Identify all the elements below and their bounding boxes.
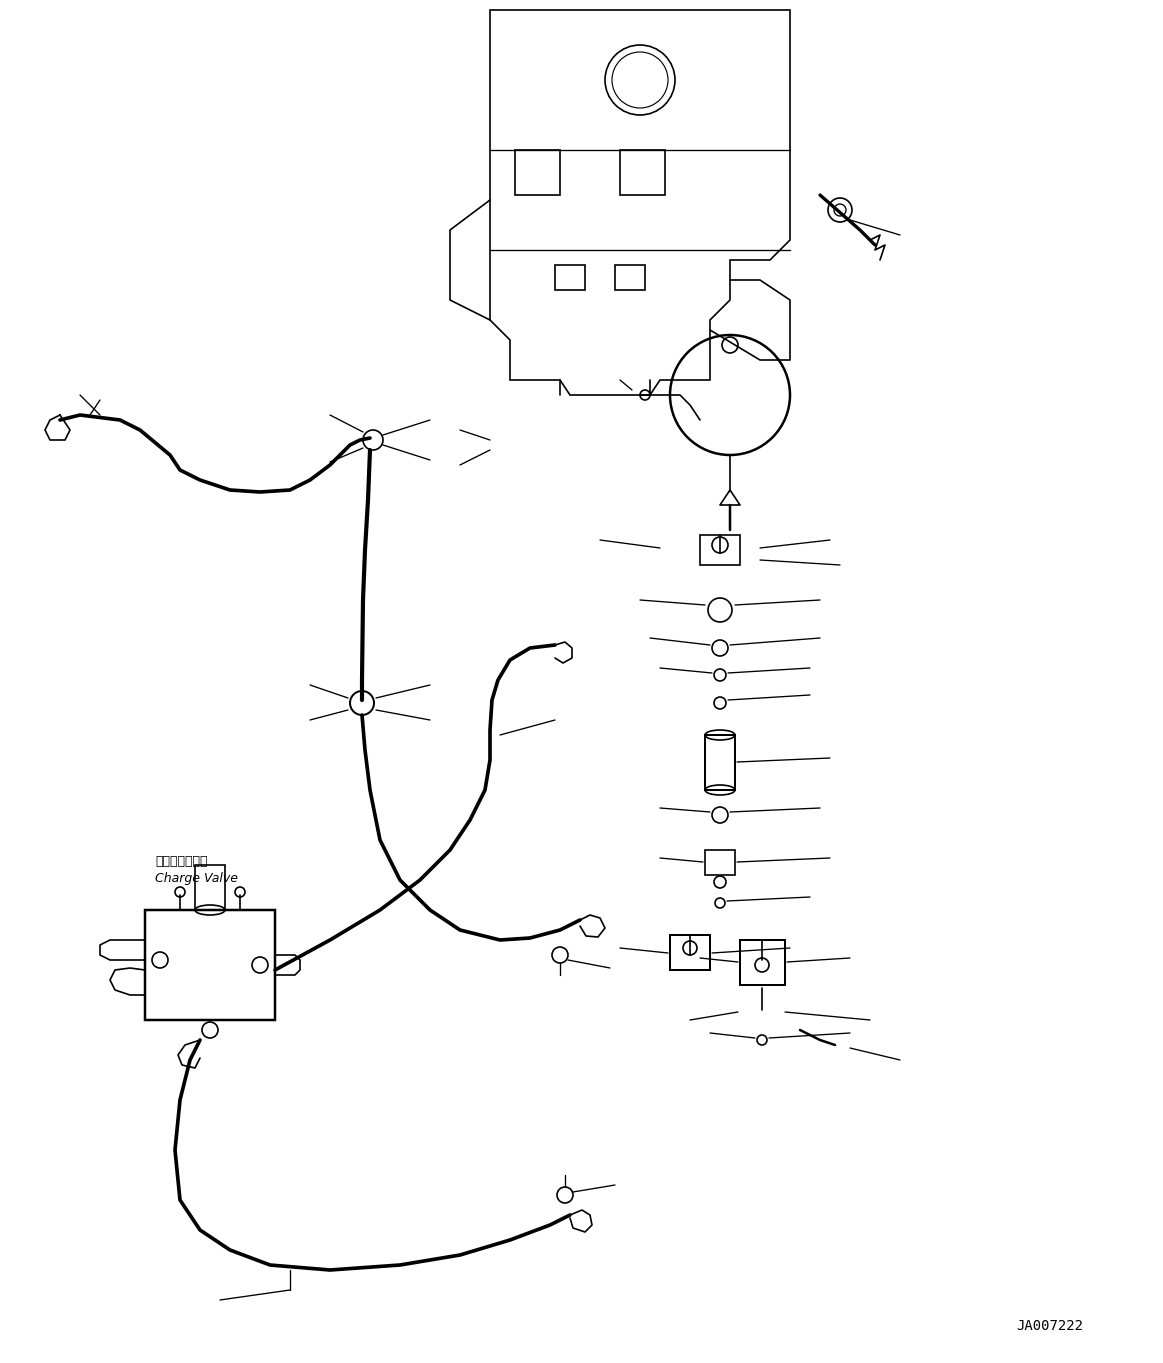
Bar: [705, 851, 735, 875]
Bar: [700, 536, 740, 566]
Text: JA007222: JA007222: [1016, 1319, 1084, 1333]
Bar: [195, 866, 224, 910]
Bar: [555, 264, 585, 290]
Bar: [705, 735, 735, 791]
Bar: [515, 150, 561, 195]
Bar: [620, 150, 665, 195]
Bar: [145, 910, 274, 1020]
Bar: [670, 935, 709, 970]
Text: チャージバルブ: チャージバルブ: [155, 855, 207, 868]
Bar: [740, 940, 785, 985]
Bar: [615, 264, 645, 290]
Text: Charge Valve: Charge Valve: [155, 872, 238, 885]
